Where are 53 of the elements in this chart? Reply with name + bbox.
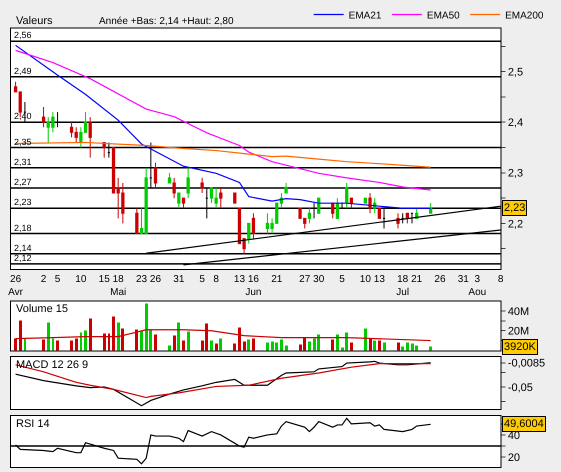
x-tick-label: 5 (339, 274, 346, 285)
y-tick-label: 20 (508, 452, 520, 464)
ref-line-label: 2,56 (14, 30, 32, 40)
x-tick-label: 18 Jul (396, 274, 410, 298)
ref-line-label: 2,12 (14, 253, 32, 263)
x-tick-label: 3 Aou (468, 274, 486, 298)
x-tick-label: 2 (40, 274, 47, 285)
ref-line-label: 2,18 (14, 223, 32, 233)
x-tick-label: 16 Jun (245, 274, 262, 298)
x-tick-label: 8 (213, 274, 220, 285)
chart-title: Valeurs (16, 15, 53, 27)
legend-label: EMA21 (348, 10, 382, 22)
y-tick-label: 2,4 (508, 117, 524, 130)
ref-line-label: 2,49 (14, 66, 32, 76)
y-tick-label: -0,0085 (508, 358, 546, 370)
x-tick-label: 23 (136, 274, 148, 285)
chart-title: MACD 12 26 9 (16, 359, 88, 371)
ref-line-label: 2,14 (14, 243, 32, 253)
x-tick-label: 5 (199, 274, 206, 285)
x-tick-label: 31 (173, 274, 185, 285)
y-tick-label: 2,5 (508, 66, 524, 78)
annotation: 3920K (504, 341, 536, 353)
chart-title: Volume 15 (16, 303, 68, 315)
x-tick-label: 13 (374, 274, 386, 285)
x-tick-label: 18 Mai (110, 274, 126, 298)
y-tick-label: 40M (508, 306, 530, 318)
y-tick-label: 2,2 (508, 218, 524, 230)
ref-line-label: 2,27 (14, 177, 32, 187)
x-tick-label: 15 (98, 274, 110, 285)
text: Année +Bas: 2,14 +Haut: 2,80 (99, 16, 234, 27)
legend-label: EMA50 (426, 10, 460, 22)
legend-label: EMA200 (505, 10, 544, 22)
x-tick-label: 27 (299, 274, 311, 285)
x-tick-label: 26 (150, 274, 162, 285)
ref-line-label: 2,23 (14, 197, 32, 207)
x-tick-label: 21 (411, 274, 423, 285)
x-tick-label: 10 (360, 274, 372, 285)
y-tick-label: 20M (508, 326, 530, 338)
x-tick-label: 26 (434, 274, 446, 285)
x-tick-label: 10 (75, 274, 87, 285)
x-tick-label: 31 (458, 274, 470, 285)
x-tick-label: 8 (498, 274, 504, 285)
ref-line-label: 2,31 (14, 157, 32, 167)
chart-title: RSI 14 (16, 418, 50, 430)
x-tick-label: 26 Avr (8, 274, 24, 298)
y-tick-label: 2,3 (508, 168, 524, 180)
x-tick-label: 21 (271, 274, 283, 285)
x-tick-label: 13 (234, 274, 246, 285)
x-tick-label: 30 (313, 274, 325, 285)
annotation: 2,23 (504, 202, 526, 214)
annotation: 49,6004 (504, 418, 544, 430)
x-tick-label: 5 (54, 274, 61, 285)
y-tick-label: -0,05 (508, 382, 533, 394)
